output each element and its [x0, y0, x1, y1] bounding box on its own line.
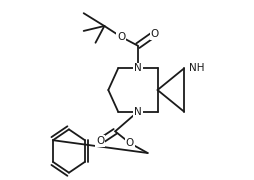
Text: N: N — [133, 63, 141, 73]
Text: NH: NH — [188, 63, 204, 73]
Text: O: O — [150, 29, 158, 39]
Text: N: N — [133, 107, 141, 117]
Text: O: O — [117, 32, 125, 42]
Text: O: O — [125, 138, 134, 148]
Text: O: O — [96, 136, 104, 146]
